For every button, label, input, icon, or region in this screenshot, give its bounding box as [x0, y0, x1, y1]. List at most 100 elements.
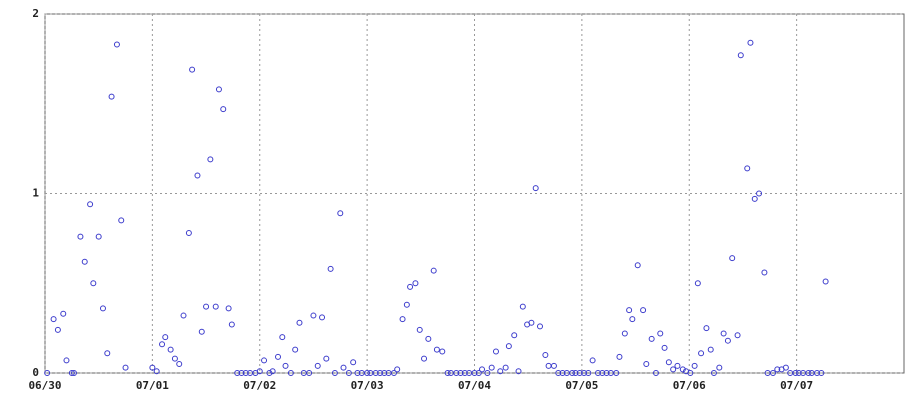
point — [337, 210, 344, 217]
point — [162, 334, 169, 341]
point — [113, 41, 120, 48]
point — [634, 262, 641, 269]
point — [228, 321, 235, 328]
point — [433, 346, 440, 353]
point — [180, 312, 187, 319]
point — [453, 370, 460, 376]
point — [818, 370, 825, 376]
point — [350, 359, 357, 366]
x-tick-label: 07/04 — [458, 379, 491, 392]
point — [87, 201, 94, 208]
point — [616, 353, 623, 360]
point — [532, 185, 539, 192]
point — [687, 370, 694, 376]
point — [292, 346, 299, 353]
point — [306, 370, 313, 376]
point — [505, 343, 512, 350]
point — [68, 370, 75, 376]
point — [643, 361, 650, 368]
point — [63, 357, 70, 364]
x-tick-label: 07/05 — [565, 379, 598, 392]
point — [364, 370, 371, 376]
point — [319, 314, 326, 321]
point — [282, 362, 289, 369]
point — [275, 353, 282, 360]
point — [171, 355, 178, 362]
point — [497, 368, 504, 375]
point — [104, 350, 111, 357]
point — [613, 370, 620, 376]
point — [340, 364, 347, 371]
point — [471, 370, 478, 376]
point — [572, 370, 579, 376]
point — [648, 335, 655, 342]
point — [770, 370, 777, 376]
point — [354, 370, 361, 376]
point — [118, 217, 125, 224]
x-tick-label: 07/06 — [673, 379, 706, 392]
point — [792, 370, 799, 376]
point — [716, 364, 723, 371]
point — [327, 265, 334, 272]
point — [747, 39, 754, 46]
x-tick-label: 07/02 — [243, 379, 276, 392]
point — [314, 362, 321, 369]
point — [194, 172, 201, 179]
point — [234, 370, 241, 376]
point — [679, 366, 686, 373]
point — [475, 370, 482, 376]
point — [220, 106, 227, 113]
point — [603, 370, 610, 376]
point — [212, 303, 219, 310]
point — [153, 368, 160, 375]
point — [215, 86, 222, 93]
point — [99, 305, 106, 312]
point — [729, 255, 736, 262]
point — [698, 350, 705, 357]
point — [159, 341, 166, 348]
point — [95, 233, 102, 240]
point — [81, 258, 88, 265]
point — [394, 366, 401, 373]
point — [528, 319, 535, 326]
point — [724, 337, 731, 344]
point — [407, 283, 414, 290]
point — [703, 325, 710, 332]
point — [756, 190, 763, 197]
point — [576, 370, 583, 376]
point — [345, 370, 352, 376]
point — [238, 370, 245, 376]
point — [461, 370, 468, 376]
point — [54, 326, 61, 333]
point — [599, 370, 606, 376]
x-tick-label: 07/07 — [780, 379, 813, 392]
point — [710, 370, 717, 376]
point — [60, 310, 67, 317]
point — [694, 280, 701, 287]
point — [425, 335, 432, 342]
point — [585, 370, 592, 376]
point — [734, 332, 741, 339]
point — [44, 370, 51, 376]
point — [310, 312, 317, 319]
point — [381, 370, 388, 376]
point — [439, 348, 446, 355]
point — [287, 370, 294, 376]
point — [484, 370, 491, 376]
point — [674, 362, 681, 369]
point — [225, 305, 232, 312]
point — [559, 370, 566, 376]
point — [331, 370, 338, 376]
point — [594, 370, 601, 376]
point — [207, 156, 214, 163]
point — [542, 352, 549, 359]
y-tick-label: 0 — [32, 366, 39, 379]
point — [536, 323, 543, 330]
point — [198, 328, 205, 335]
point — [545, 362, 552, 369]
point — [550, 362, 557, 369]
point — [70, 370, 77, 376]
point — [657, 330, 664, 337]
point — [377, 370, 384, 376]
